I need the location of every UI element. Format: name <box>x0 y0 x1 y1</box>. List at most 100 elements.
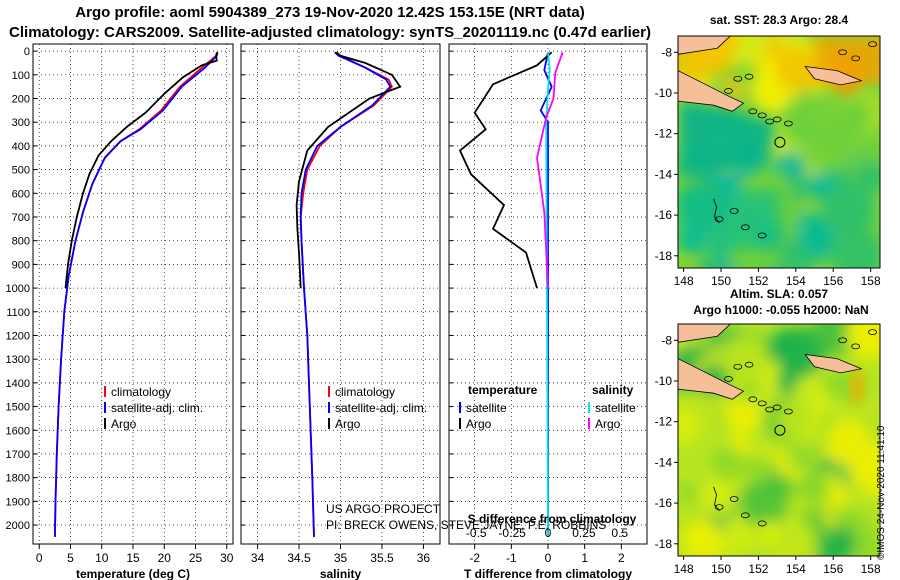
sla_map-reef <box>757 400 767 407</box>
salinity-legend-label: satellite-adj. clim. <box>335 401 427 415</box>
sst_map-reef <box>744 73 754 80</box>
sst_map-reef-line <box>713 198 720 224</box>
sst_map-reef <box>838 49 847 56</box>
sla_map-xtick-label: 150 <box>711 562 731 576</box>
salinity-legend-label: climatology <box>335 385 395 399</box>
sla_map-field <box>678 324 880 556</box>
depth-tick-label: 1800 <box>6 473 30 485</box>
sla_map-ytick-label: -14 <box>655 455 673 469</box>
difference-xtick-label: -1 <box>506 551 517 565</box>
sst_map-reef <box>868 41 877 48</box>
diff-legend-label: Argo <box>466 417 492 431</box>
annotation-project: US ARGO PROJECT <box>326 502 441 516</box>
temperature-xtick-label: 10 <box>95 551 109 565</box>
temperature-xtick-label: 15 <box>126 551 140 565</box>
sst_map-reef <box>733 75 743 82</box>
sst_map-reef <box>748 108 758 115</box>
sst_map-ytick-label: -18 <box>655 249 673 263</box>
sla-map-subtitle: Argo h1000: -0.055 h2000: NaN <box>693 303 868 317</box>
temperature-legend-label: Argo <box>111 417 137 431</box>
sla_map-reef <box>733 363 743 370</box>
salinity-xtick-label: 35 <box>334 551 348 565</box>
sst_map-reef <box>729 208 739 214</box>
sst_map-reef <box>714 216 724 223</box>
salinity-xlabel: salinity <box>320 567 362 580</box>
depth-tick-label: 600 <box>12 188 30 200</box>
sst_map-ytick-label: -8 <box>661 45 672 59</box>
depth-tick-label: 700 <box>12 212 30 224</box>
diff-legend-header-temperature: temperature <box>468 383 538 397</box>
sla_map-xtick-label: 158 <box>861 562 881 576</box>
sla_map-xtick-label: 156 <box>823 562 843 576</box>
temperature-xtick-label: 20 <box>158 551 172 565</box>
temperature-series-argo <box>64 51 219 289</box>
sla-map-title: Altim. SLA: 0.057 <box>730 287 828 301</box>
salinity-xtick-label: 34 <box>251 551 265 565</box>
sla_map-island <box>804 354 863 374</box>
diff-top-xtick-label: -0.25 <box>498 526 526 540</box>
diff-legend-label: satellite <box>595 401 636 415</box>
sla_map-argo-marker <box>774 424 786 436</box>
sla_map-land-north <box>678 324 731 343</box>
sst_map-reef <box>724 88 733 94</box>
sst_map-argo-marker <box>774 136 786 148</box>
diff-legend-header-salinity: salinity <box>592 383 634 397</box>
depth-tick-label: 1600 <box>6 425 30 437</box>
depth-tick-label: 800 <box>12 236 30 248</box>
salinity-series-argo <box>295 51 402 289</box>
depth-tick-label: 1000 <box>6 283 30 295</box>
sla_map-xtick-label: 152 <box>748 562 768 576</box>
sla_map-ytick-label: -10 <box>655 374 673 388</box>
salinity-series-satellite-adj-clim- <box>299 51 392 537</box>
temperature-series-climatology <box>54 52 218 537</box>
diff-top-xtick-label: -0.5 <box>466 526 487 540</box>
sla_map-ytick-label: -12 <box>655 415 673 429</box>
sla_map-reef <box>772 404 782 411</box>
diff-top-xtick-label: 0.5 <box>611 526 628 540</box>
sst_map-xtick-label: 150 <box>711 274 731 288</box>
temperature-xtick-label: 25 <box>189 551 203 565</box>
temperature-xtick-label: 5 <box>67 551 74 565</box>
sst_map-ytick-label: -12 <box>655 127 673 141</box>
depth-tick-label: 1200 <box>6 330 30 342</box>
sst_map-reef <box>757 232 767 239</box>
sst_map-xtick-label: 158 <box>861 274 881 288</box>
sla_map-reef <box>851 343 861 350</box>
sla_map-reef <box>714 504 724 511</box>
depth-tick-label: 1400 <box>6 378 30 390</box>
difference-xtick-label: -2 <box>469 551 480 565</box>
sla_map-reef <box>748 396 758 403</box>
salinity-series-climatology <box>299 51 393 537</box>
sla_map-xtick-label: 154 <box>786 562 806 576</box>
depth-tick-label: 100 <box>12 70 30 82</box>
diff-top-xlabel: S difference from climatology <box>468 512 637 526</box>
sst_map-xtick-label: 154 <box>786 274 806 288</box>
sla_map-reef <box>757 520 767 527</box>
sla_map-reef <box>744 361 754 368</box>
difference-series-salinity-argo <box>536 51 564 289</box>
annotation-pi: PI: BRECK OWENS, STEVE JAYNE, P.E. ROBBI… <box>326 518 606 532</box>
sla_map-ytick-label: -18 <box>655 537 673 551</box>
sst_map-reef <box>772 116 782 123</box>
depth-tick-label: 900 <box>12 259 30 271</box>
temperature-xtick-label: 0 <box>36 551 43 565</box>
depth-tick-label: 1700 <box>6 449 30 461</box>
sla_map-reef <box>868 329 877 336</box>
sla_map-reef <box>724 376 733 382</box>
sla_map-ytick-label: -16 <box>655 496 673 510</box>
diff-legend-label: satellite <box>466 401 507 415</box>
sst_map-xtick-label: 156 <box>823 274 843 288</box>
sla_map-reef-line <box>713 486 720 512</box>
salinity-legend-label: Argo <box>335 417 361 431</box>
sst_map-ytick-label: -16 <box>655 208 673 222</box>
difference-xtick-label: 2 <box>618 551 625 565</box>
sst_map-xtick-label: 152 <box>748 274 768 288</box>
difference-series-temperature-satellite <box>539 52 553 537</box>
depth-tick-label: 1100 <box>6 307 30 319</box>
temperature-legend-label: satellite-adj. clim. <box>111 401 203 415</box>
sla_map-xtick-label: 148 <box>674 562 694 576</box>
sst_map-xtick-label: 148 <box>674 274 694 288</box>
sst_map-field <box>678 36 880 268</box>
sla_map-frame <box>677 323 881 557</box>
